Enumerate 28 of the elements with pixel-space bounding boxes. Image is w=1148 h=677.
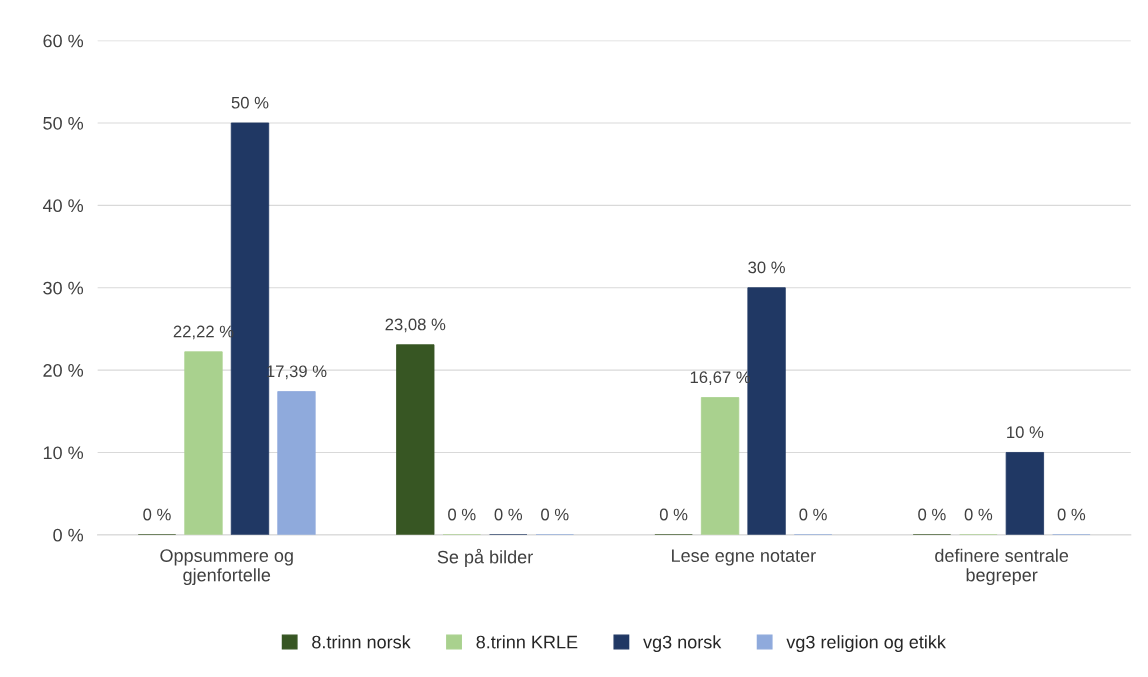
y-tick-label: 30 % bbox=[43, 281, 84, 295]
data-label: 0 % bbox=[964, 508, 993, 521]
data-label: 50 % bbox=[231, 96, 269, 109]
data-label: 0 % bbox=[659, 508, 688, 521]
data-label: 0 % bbox=[799, 508, 827, 521]
data-label: 0 % bbox=[918, 508, 946, 521]
data-label: 10 % bbox=[1007, 426, 1044, 439]
x-tick-label: definere sentrale begreper bbox=[935, 548, 1069, 585]
legend-label: 8.trinn norsk bbox=[312, 635, 411, 649]
legend-label: vg3 religion og etikk bbox=[786, 635, 946, 653]
y-tick-label: 10 % bbox=[43, 446, 84, 460]
data-label: 0 % bbox=[494, 508, 523, 521]
y-tick-label: 20 % bbox=[43, 364, 84, 377]
data-label: 30 % bbox=[748, 261, 785, 274]
data-label: 0 % bbox=[541, 508, 569, 521]
data-label: 0 % bbox=[143, 508, 171, 521]
x-tick-label: Lese egne notater bbox=[672, 549, 816, 566]
y-tick-label: 50 % bbox=[43, 116, 84, 130]
x-tick-label: Oppsummere og gjenfortelle bbox=[160, 549, 293, 585]
legend-label: 8.trinn KRLE bbox=[476, 635, 578, 649]
data-label: 23,08 % bbox=[385, 318, 446, 333]
y-tick-label: 40 % bbox=[42, 199, 84, 213]
data-label: 0 % bbox=[1057, 508, 1086, 521]
data-label: 0 % bbox=[448, 508, 476, 521]
y-tick-label: 0 % bbox=[53, 528, 84, 542]
legend-label: vg3 norsk bbox=[643, 635, 722, 653]
y-tick-label: 60 % bbox=[43, 34, 84, 48]
x-tick-label: Se på bilder bbox=[437, 548, 533, 568]
